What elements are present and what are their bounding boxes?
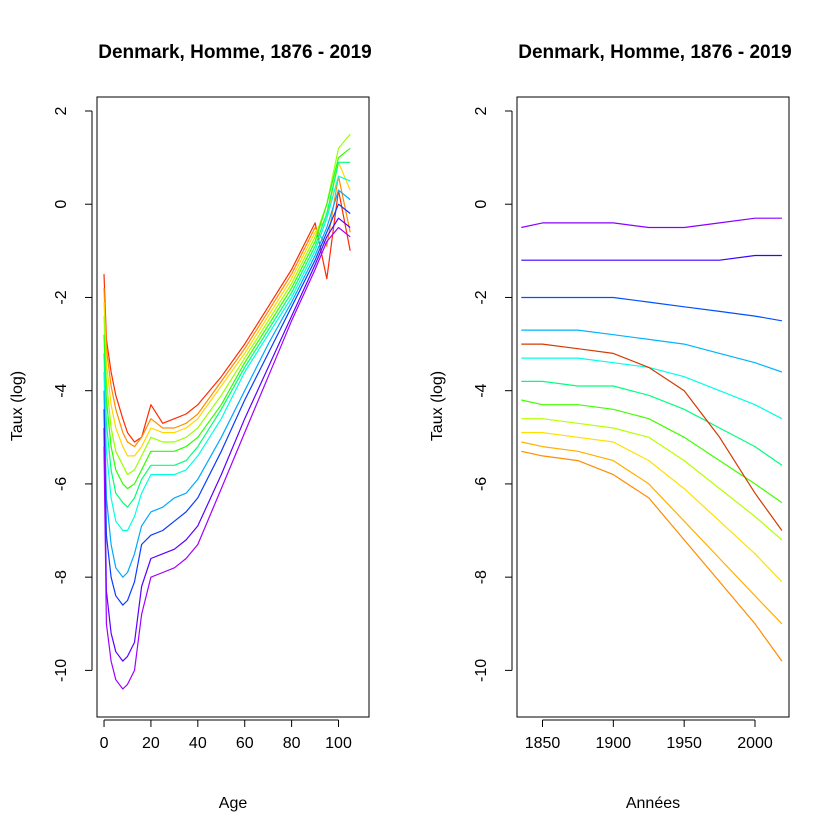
x-tick-label: 40	[189, 735, 207, 752]
y-tick-label: 2	[53, 106, 70, 115]
series-line	[521, 399, 783, 504]
series-line	[521, 380, 783, 466]
series-line	[521, 343, 783, 531]
plot-box	[516, 96, 790, 718]
y-tick-label: -4	[53, 383, 70, 397]
chart-title: Denmark, Homme, 1876 - 2019	[98, 42, 372, 63]
x-tick-label: 60	[236, 735, 254, 752]
axes: 1850 1900 1950 2000 2 0 -2 -4 -6 -8 -10	[473, 106, 773, 752]
y-tick-label: -6	[53, 477, 70, 491]
series-lines	[103, 133, 351, 690]
x-axis-label: Age	[219, 795, 248, 812]
y-tick-label: 2	[473, 106, 490, 115]
x-tick-label: 0	[100, 735, 109, 752]
x-tick-label: 2000	[737, 735, 773, 752]
age-mortality-panel: Denmark, Homme, 1876 - 2019 Age Taux (lo…	[9, 42, 372, 812]
y-tick-label: -8	[473, 570, 490, 584]
series-line	[103, 203, 351, 606]
series-line	[521, 432, 783, 583]
y-tick-label: -2	[53, 290, 70, 304]
series-line	[521, 254, 782, 261]
series-line	[521, 329, 783, 373]
series-line	[103, 175, 351, 448]
y-tick-label: -10	[53, 659, 70, 682]
series-line	[103, 189, 351, 578]
chart-title: Denmark, Homme, 1876 - 2019	[518, 42, 792, 63]
y-tick-label: -4	[473, 383, 490, 397]
x-tick-label: 1850	[525, 735, 561, 752]
series-line	[103, 189, 351, 443]
x-tick-label: 1900	[596, 735, 632, 752]
y-tick-label: 0	[473, 200, 490, 209]
y-tick-label: -10	[473, 659, 490, 682]
series-line	[103, 175, 351, 532]
series-line	[103, 226, 351, 690]
series-line	[521, 357, 783, 420]
series-line	[521, 217, 782, 229]
series-line	[103, 217, 351, 662]
series-line	[103, 161, 351, 457]
series-line	[103, 147, 351, 490]
x-tick-label: 1950	[666, 735, 702, 752]
y-axis-label: Taux (log)	[9, 371, 26, 441]
y-tick-label: -8	[53, 570, 70, 584]
series-lines	[521, 217, 783, 662]
year-mortality-panel: Denmark, Homme, 1876 - 2019 Années Taux …	[429, 42, 792, 812]
series-line	[103, 161, 351, 508]
x-tick-label: 20	[142, 735, 160, 752]
y-tick-label: 0	[53, 200, 70, 209]
x-tick-label: 80	[283, 735, 301, 752]
plot-box	[96, 96, 370, 718]
series-line	[521, 441, 783, 625]
y-tick-label: -6	[473, 477, 490, 491]
y-axis-label: Taux (log)	[429, 371, 446, 441]
x-tick-label: 100	[325, 735, 352, 752]
series-line	[521, 418, 783, 541]
x-axis-label: Années	[626, 795, 680, 812]
series-line	[103, 133, 351, 476]
series-line	[521, 296, 783, 322]
y-tick-label: -2	[473, 290, 490, 304]
series-line	[521, 450, 783, 662]
